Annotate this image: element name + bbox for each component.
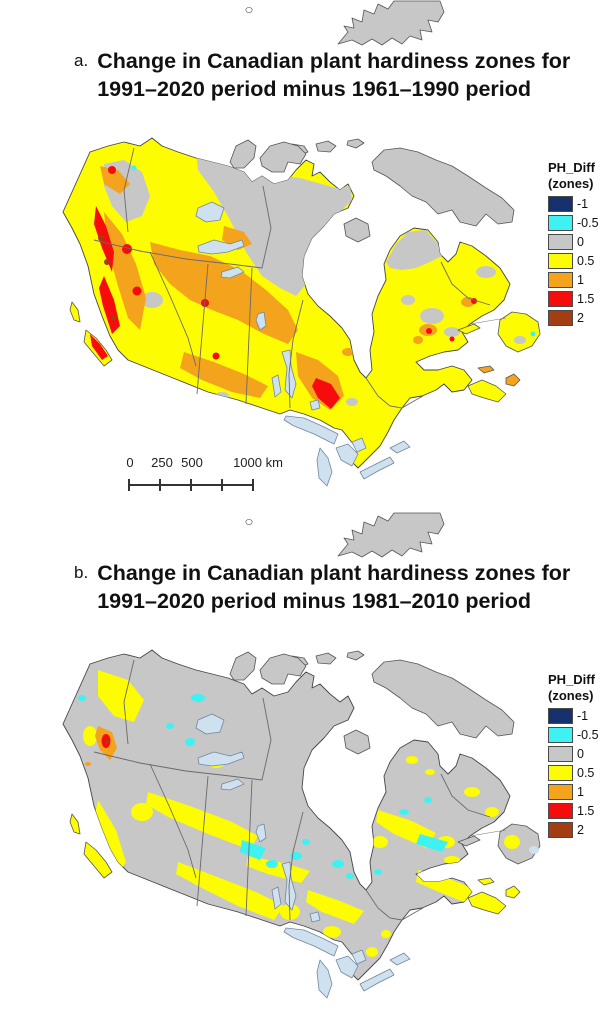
panel-b-label: b. xyxy=(74,563,89,582)
scale-label: 250 xyxy=(151,455,173,470)
legend-swatch xyxy=(548,272,573,288)
panel-a: a. Change in Canadian plant hardiness zo… xyxy=(62,0,599,495)
scale-label: 0 xyxy=(126,455,134,470)
legend-swatch xyxy=(548,727,573,743)
legend-entry: 0 xyxy=(548,234,599,250)
legend-entry: 2 xyxy=(548,310,599,326)
legend-entry: 0.5 xyxy=(548,765,599,781)
legend-entry: -0.5 xyxy=(548,215,599,231)
tiny-island xyxy=(245,7,253,13)
legend-swatch xyxy=(548,708,573,724)
legend-entry: -1 xyxy=(548,196,599,212)
legend-entry: 1.5 xyxy=(548,803,599,819)
legend-swatch xyxy=(548,784,573,800)
legend-title: PH_Diff (zones) xyxy=(548,672,595,704)
legend-swatch xyxy=(548,196,573,212)
legend-entry: 1 xyxy=(548,784,599,800)
legend-entry: 1 xyxy=(548,272,599,288)
legend-entry: -0.5 xyxy=(548,727,599,743)
legend-a: PH_Diff (zones) -1 -0.5 0 0.5 1 1.5 2 xyxy=(548,160,599,330)
coastal-islands xyxy=(69,301,541,403)
scale-bar-line xyxy=(128,479,288,491)
legend-swatch xyxy=(548,253,573,269)
legend-swatch xyxy=(548,803,573,819)
arctic-islands xyxy=(229,0,515,243)
legend-swatch xyxy=(548,765,573,781)
legend-title: PH_Diff (zones) xyxy=(548,160,595,192)
legend-swatch xyxy=(548,215,573,231)
legend-entry: -1 xyxy=(548,708,599,724)
legend-b: PH_Diff (zones) -1 -0.5 0 0.5 1 1.5 2 xyxy=(548,672,599,842)
tiny-island xyxy=(245,519,253,525)
legend-swatch xyxy=(548,291,573,307)
legend-swatch xyxy=(548,822,573,838)
scale-bar: 0 250 500 1000 km xyxy=(126,455,288,495)
legend-entry: 1.5 xyxy=(548,291,599,307)
panel-a-title: a. Change in Canadian plant hardiness zo… xyxy=(74,48,579,104)
map-canada-hardiness-change-a xyxy=(62,0,541,487)
legend-swatch xyxy=(548,310,573,326)
arctic-islands xyxy=(229,512,515,755)
legend-swatch xyxy=(548,746,573,762)
panel-b-title: b. Change in Canadian plant hardiness zo… xyxy=(74,560,579,616)
map-canada-hardiness-change-b xyxy=(62,512,541,999)
legend-entry: 0 xyxy=(548,746,599,762)
panel-b: b. Change in Canadian plant hardiness zo… xyxy=(0,512,614,1024)
scale-label: 500 xyxy=(181,455,203,470)
coastal-islands xyxy=(69,813,541,915)
legend-entry: 2 xyxy=(548,822,599,838)
legend-swatch xyxy=(548,234,573,250)
scale-label: 1000 km xyxy=(233,455,283,470)
panel-a-label: a. xyxy=(74,51,89,70)
legend-entry: 0.5 xyxy=(548,253,599,269)
